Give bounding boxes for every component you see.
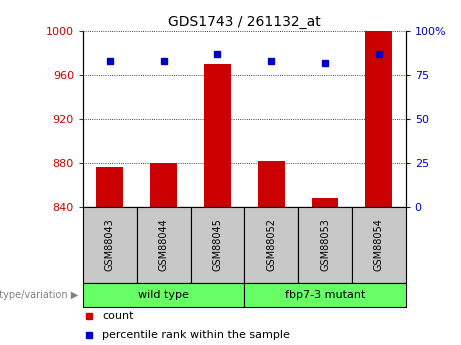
Text: GSM88045: GSM88045 bbox=[213, 218, 223, 272]
Title: GDS1743 / 261132_at: GDS1743 / 261132_at bbox=[168, 14, 321, 29]
Bar bbox=[312, 198, 338, 207]
Text: GSM88054: GSM88054 bbox=[374, 218, 384, 272]
Text: genotype/variation ▶: genotype/variation ▶ bbox=[0, 290, 78, 300]
Text: GSM88053: GSM88053 bbox=[320, 218, 330, 272]
Text: GSM88043: GSM88043 bbox=[105, 219, 115, 271]
Bar bbox=[137, 207, 190, 283]
Text: GSM88044: GSM88044 bbox=[159, 219, 169, 271]
Bar bbox=[258, 161, 284, 207]
Text: GSM88052: GSM88052 bbox=[266, 218, 276, 272]
Bar bbox=[83, 207, 137, 283]
Bar bbox=[298, 207, 352, 283]
Text: percentile rank within the sample: percentile rank within the sample bbox=[102, 330, 290, 339]
Bar bbox=[204, 64, 231, 207]
Bar bbox=[352, 207, 406, 283]
Bar bbox=[96, 167, 123, 207]
Text: wild type: wild type bbox=[138, 290, 189, 300]
Bar bbox=[244, 207, 298, 283]
Text: count: count bbox=[102, 311, 134, 321]
Bar bbox=[244, 283, 406, 307]
Bar bbox=[190, 207, 244, 283]
Text: fbp7-3 mutant: fbp7-3 mutant bbox=[285, 290, 365, 300]
Bar bbox=[365, 31, 392, 207]
Bar bbox=[83, 283, 244, 307]
Bar bbox=[150, 163, 177, 207]
